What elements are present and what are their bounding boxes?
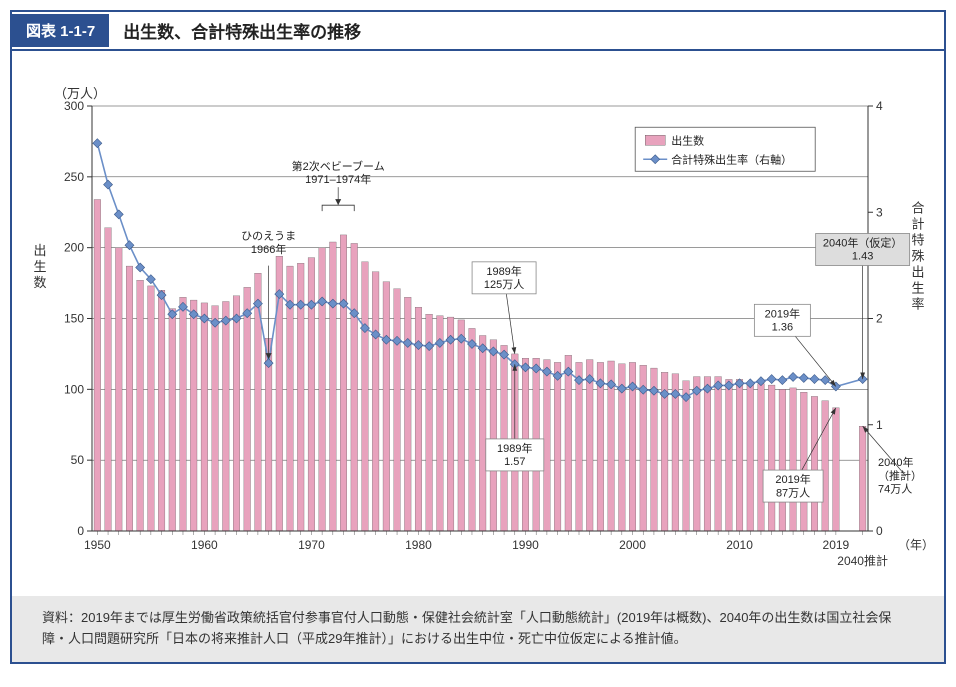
bar (790, 388, 797, 531)
bar (490, 340, 497, 531)
bar (126, 266, 133, 531)
bar (233, 296, 240, 531)
svg-text:50: 50 (71, 453, 85, 467)
svg-text:3: 3 (876, 205, 883, 219)
svg-text:2019: 2019 (823, 538, 850, 552)
bar (833, 408, 840, 531)
bar (148, 286, 155, 531)
svg-text:生: 生 (911, 280, 924, 295)
svg-text:1: 1 (876, 418, 883, 432)
svg-text:300: 300 (64, 99, 84, 113)
bar (859, 426, 866, 531)
bar (105, 228, 112, 531)
svg-text:出: 出 (911, 264, 924, 279)
svg-text:250: 250 (64, 170, 84, 184)
bar (469, 328, 476, 531)
bar (190, 300, 197, 531)
bar (180, 297, 187, 531)
bar (169, 309, 176, 531)
svg-text:生: 生 (33, 259, 46, 274)
figure-container: 図表 1-1-7 出生数、合計特殊出生率の推移 0 50 100 150 200 250 3… (10, 10, 946, 664)
svg-text:計: 計 (911, 216, 924, 231)
svg-text:特: 特 (911, 232, 924, 247)
bar (137, 280, 144, 531)
bar (351, 243, 358, 531)
bar (447, 317, 454, 531)
chart-area: 0 50 100 150 200 250 300 0 1 2 3 4 1950 1960 1970 1980 1… (12, 51, 944, 596)
svg-text:1980: 1980 (405, 538, 432, 552)
svg-text:出: 出 (33, 243, 46, 258)
bar (437, 316, 444, 531)
svg-text:2019年87万人: 2019年87万人 (775, 472, 810, 499)
svg-text:合: 合 (911, 200, 924, 215)
svg-text:出生数: 出生数 (671, 133, 704, 147)
svg-text:2040推計: 2040推計 (837, 553, 888, 568)
svg-text:1960: 1960 (191, 538, 218, 552)
title-bar: 図表 1-1-7 出生数、合計特殊出生率の推移 (12, 12, 944, 51)
svg-text:（年）: （年） (898, 538, 934, 552)
source-note: 資料：2019年までは厚生労働省政策統括官付参事官付人口動態・保健社会統計室「人… (12, 596, 944, 662)
bar (255, 273, 262, 531)
figure-number-tag: 図表 1-1-7 (12, 14, 109, 47)
svg-text:0: 0 (876, 524, 883, 538)
svg-text:1989年125万人: 1989年125万人 (484, 264, 524, 291)
bar (308, 258, 315, 531)
bar (811, 396, 818, 531)
bar (693, 377, 700, 531)
bar (501, 345, 508, 531)
bar (404, 297, 411, 531)
bar (586, 360, 593, 531)
figure-title: 出生数、合計特殊出生率の推移 (109, 12, 375, 49)
bar (715, 377, 722, 531)
bar (319, 248, 326, 531)
bar (747, 382, 754, 531)
bar (94, 200, 101, 532)
bar (576, 362, 583, 531)
bar (565, 355, 572, 531)
svg-text:2010: 2010 (726, 538, 753, 552)
bar (758, 384, 765, 531)
bar (458, 320, 465, 531)
bar (394, 289, 401, 531)
bar (768, 385, 775, 531)
svg-text:合計特殊出生率（右軸）: 合計特殊出生率（右軸） (671, 152, 792, 166)
bar (115, 248, 122, 531)
bar (330, 242, 337, 531)
bar (372, 272, 379, 531)
births-tfr-chart: 0 50 100 150 200 250 300 0 1 2 3 4 1950 1960 1970 1980 1… (22, 66, 938, 586)
bar (704, 377, 711, 531)
bar (340, 235, 347, 531)
bar (726, 379, 733, 531)
bar (479, 336, 486, 532)
bar (554, 362, 561, 531)
svg-text:200: 200 (64, 241, 84, 255)
svg-text:2000: 2000 (619, 538, 646, 552)
svg-text:（万人）: （万人） (54, 86, 106, 101)
svg-text:第2次ベビーブーム1971–1974年: 第2次ベビーブーム1971–1974年 (292, 159, 385, 186)
svg-text:1970: 1970 (298, 538, 325, 552)
bar (779, 389, 786, 531)
bar (158, 290, 165, 531)
svg-text:数: 数 (33, 275, 46, 290)
bar (822, 401, 829, 531)
bar (201, 303, 208, 531)
svg-text:100: 100 (64, 382, 84, 396)
bar (736, 379, 743, 531)
svg-text:2: 2 (876, 312, 883, 326)
svg-text:1950: 1950 (84, 538, 111, 552)
bar (244, 287, 251, 531)
svg-text:0: 0 (77, 524, 84, 538)
bar (212, 306, 219, 531)
bar (383, 282, 390, 531)
svg-text:4: 4 (876, 99, 883, 113)
svg-text:1990: 1990 (512, 538, 539, 552)
svg-text:150: 150 (64, 312, 84, 326)
bar (683, 381, 690, 531)
bar (222, 302, 229, 532)
svg-text:率: 率 (911, 296, 924, 311)
svg-text:殊: 殊 (911, 248, 924, 263)
bar (544, 360, 551, 531)
bar (362, 262, 369, 531)
